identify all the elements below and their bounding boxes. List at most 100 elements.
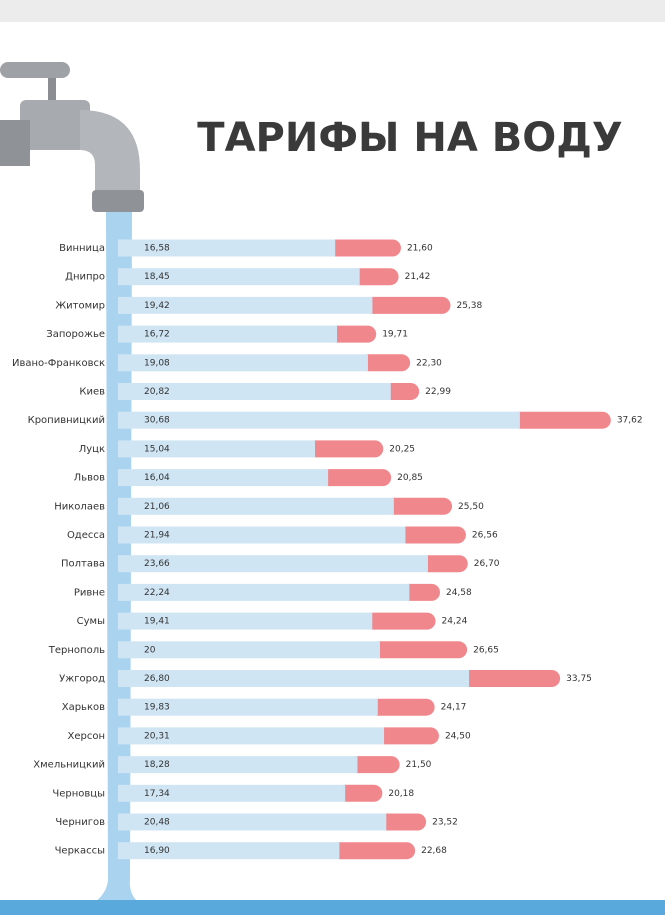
new-tariff-bar — [460, 670, 561, 687]
old-tariff-bar — [118, 383, 391, 400]
new-value-label: 24,17 — [441, 703, 467, 713]
old-value-label: 18,28 — [144, 760, 170, 770]
old-tariff-bar — [118, 641, 380, 659]
new-value-label: 20,25 — [389, 444, 415, 454]
new-value-label: 22,30 — [416, 358, 442, 368]
new-tariff-bar — [381, 383, 420, 400]
old-tariff-bar — [118, 497, 394, 515]
old-value-label: 21,06 — [144, 502, 170, 512]
new-tariff-bar — [384, 497, 453, 515]
new-tariff-bar — [377, 813, 427, 831]
category-label: Днипро — [65, 272, 105, 283]
old-value-label: 19,41 — [144, 617, 170, 627]
old-tariff-bar — [118, 239, 336, 257]
new-value-label: 25,38 — [456, 301, 482, 311]
old-value-label: 17,34 — [144, 789, 170, 799]
new-tariff-bar — [371, 641, 468, 659]
category-label: Харьков — [62, 702, 105, 713]
old-value-label: 16,72 — [144, 330, 170, 340]
new-value-label: 26,56 — [472, 531, 498, 541]
faucet — [0, 62, 144, 212]
chart-title: ТАРИФЫ НА ВОДУ — [197, 115, 622, 161]
old-tariff-bar — [118, 784, 346, 802]
old-tariff-bar — [118, 440, 316, 458]
old-tariff-bar — [118, 325, 338, 343]
new-value-label: 24,50 — [445, 731, 471, 741]
old-value-label: 15,04 — [144, 444, 170, 454]
new-tariff-bar — [319, 469, 392, 487]
top-strip — [0, 0, 665, 22]
old-value-label: 19,42 — [144, 301, 170, 311]
old-value-label: 22,24 — [144, 588, 170, 598]
new-value-label: 25,50 — [458, 502, 484, 512]
new-tariff-bar — [418, 555, 468, 573]
category-label: Тернополь — [48, 645, 105, 656]
category-label: Хмельницкий — [33, 760, 105, 771]
category-label: Чернигов — [55, 817, 105, 828]
old-tariff-bar — [118, 411, 520, 429]
category-label: Кропивницкий — [28, 415, 105, 426]
old-tariff-bar — [118, 612, 373, 630]
category-label: Житомир — [55, 300, 105, 311]
category-label: Одесса — [67, 530, 105, 541]
old-value-label: 16,04 — [144, 473, 170, 483]
new-tariff-bar — [330, 842, 416, 860]
new-value-label: 26,70 — [474, 559, 500, 569]
new-value-label: 21,60 — [407, 244, 433, 254]
new-tariff-bar — [358, 354, 411, 372]
old-tariff-bar — [118, 469, 329, 487]
old-tariff-bar — [118, 698, 378, 716]
old-value-label: 26,80 — [144, 674, 170, 684]
old-value-label: 30,68 — [144, 416, 170, 426]
category-label: Винница — [59, 243, 105, 254]
new-tariff-bar — [348, 756, 400, 774]
category-label: Херсон — [67, 731, 105, 742]
new-value-label: 20,85 — [397, 473, 423, 483]
category-label: Ужгород — [59, 674, 105, 685]
category-label: Ривне — [74, 587, 105, 598]
old-value-label: 20,31 — [144, 731, 170, 741]
new-tariff-bar — [326, 239, 401, 257]
old-tariff-bar — [118, 354, 368, 372]
old-tariff-bar — [118, 756, 358, 774]
old-value-label: 19,83 — [144, 703, 170, 713]
new-tariff-bar — [328, 325, 377, 343]
old-value-label: 20 — [144, 645, 156, 655]
new-value-label: 37,62 — [617, 416, 643, 426]
old-value-label: 19,08 — [144, 358, 170, 368]
water-stream — [80, 212, 150, 910]
new-tariff-bar — [363, 612, 436, 630]
new-value-label: 22,68 — [421, 846, 447, 856]
category-label: Луцк — [79, 444, 105, 455]
new-tariff-bar — [368, 698, 435, 716]
old-tariff-bar — [118, 583, 410, 601]
category-label: Львов — [74, 473, 105, 484]
new-tariff-bar — [363, 296, 451, 314]
new-value-label: 22,99 — [425, 387, 451, 397]
category-label: Черновцы — [52, 788, 105, 799]
category-label: Запорожье — [46, 329, 105, 340]
new-tariff-bar — [336, 784, 383, 802]
new-value-label: 20,18 — [388, 789, 414, 799]
old-tariff-bar — [118, 842, 340, 860]
old-tariff-bar — [118, 268, 360, 286]
old-tariff-bar — [118, 526, 406, 544]
old-value-label: 16,58 — [144, 244, 170, 254]
new-tariff-bar — [306, 440, 384, 458]
category-label: Ивано-Франковск — [12, 358, 105, 369]
new-tariff-bar — [510, 411, 611, 429]
new-value-label: 23,52 — [432, 818, 458, 828]
old-tariff-bar — [118, 296, 373, 314]
new-tariff-bar — [400, 583, 440, 601]
new-value-label: 24,58 — [446, 588, 472, 598]
category-label: Полтава — [61, 559, 105, 570]
old-tariff-bar — [118, 813, 387, 831]
old-tariff-bar — [118, 555, 428, 573]
new-value-label: 19,71 — [382, 330, 408, 340]
new-tariff-bar — [396, 526, 466, 544]
new-value-label: 26,65 — [473, 645, 499, 655]
category-label: Сумы — [77, 616, 105, 627]
new-tariff-bar — [350, 268, 399, 286]
